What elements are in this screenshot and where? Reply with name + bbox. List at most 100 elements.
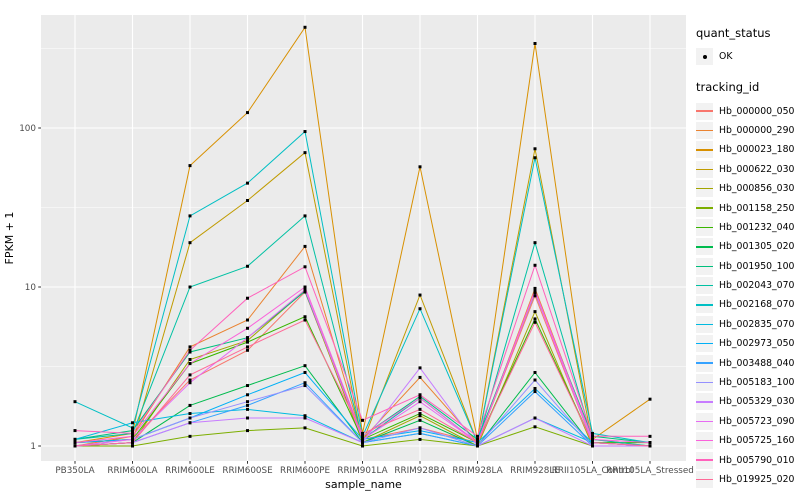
- data-point: [533, 425, 537, 429]
- legend-item-Hb_003488_040[interactable]: Hb_003488_040: [696, 353, 800, 372]
- legend-item-Hb_019925_020[interactable]: Hb_019925_020: [696, 470, 800, 489]
- y-tick-label: 10: [25, 283, 37, 293]
- legend-key-line-icon: [696, 160, 713, 178]
- data-point: [131, 434, 134, 438]
- legend-item-Hb_002835_070[interactable]: Hb_002835_070: [696, 315, 800, 334]
- legend-label: Hb_003488_040: [719, 357, 795, 369]
- data-point: [303, 416, 307, 420]
- data-point: [188, 362, 192, 366]
- data-point: [188, 350, 192, 354]
- data-point: [303, 370, 307, 374]
- data-point: [476, 437, 479, 441]
- legend-item-Hb_002043_070[interactable]: Hb_002043_070: [696, 276, 800, 295]
- data-point: [188, 381, 192, 385]
- legend-key-line-icon: [696, 393, 713, 411]
- legend-key-line-icon: [696, 257, 713, 275]
- data-point: [246, 264, 249, 268]
- legend-label: Hb_000000_290: [719, 124, 795, 136]
- legend-item-Hb_000000_290[interactable]: Hb_000000_290: [696, 121, 800, 140]
- x-tick-label: RRIM928LA: [452, 466, 502, 476]
- legend-label: Hb_005725_160: [719, 435, 795, 447]
- data-point: [418, 418, 422, 422]
- legend-label: Hb_000023_180: [719, 144, 795, 156]
- data-point: [418, 431, 422, 435]
- data-points: [73, 25, 652, 448]
- data-point: [591, 434, 594, 438]
- legend-label: Hb_000000_050: [719, 105, 795, 117]
- data-point: [131, 426, 134, 430]
- legend-label: Hb_002835_070: [719, 318, 795, 330]
- legend-item-Hb_005329_030[interactable]: Hb_005329_030: [696, 392, 800, 411]
- data-point: [303, 244, 307, 248]
- legend-label: Hb_001158_250: [719, 202, 795, 214]
- y-tick-label: 1: [30, 442, 36, 452]
- x-tick-label: RRII105LA_Control: [552, 466, 634, 476]
- data-point: [418, 165, 422, 169]
- legend-key-line-icon: [696, 335, 713, 353]
- legend-item-Hb_002168_070[interactable]: Hb_002168_070: [696, 295, 800, 314]
- data-point: [303, 414, 307, 418]
- x-tick-label: PB350LA: [55, 466, 94, 476]
- data-point: [303, 265, 307, 269]
- legend-item-Hb_001158_250[interactable]: Hb_001158_250: [696, 198, 800, 217]
- data-point: [418, 414, 422, 418]
- data-point: [533, 241, 537, 245]
- legend-label: Hb_002168_070: [719, 299, 795, 311]
- legend-item-Hb_000622_030[interactable]: Hb_000622_030: [696, 160, 800, 179]
- legend-item-Hb_005725_160[interactable]: Hb_005725_160: [696, 431, 800, 450]
- data-point: [303, 25, 307, 29]
- legend-item-Hb_000000_050[interactable]: Hb_000000_050: [696, 101, 800, 120]
- x-tick-label: RRII105LA_Stressed: [606, 466, 694, 476]
- legend-item-Hb_001232_040[interactable]: Hb_001232_040: [696, 218, 800, 237]
- data-point: [188, 434, 192, 438]
- data-point: [418, 407, 422, 411]
- legend-title-tracking-id: tracking_id: [696, 80, 760, 95]
- data-point: [361, 437, 364, 441]
- legend-label: Hb_000856_030: [719, 183, 795, 195]
- data-point: [188, 164, 192, 168]
- data-point: [533, 390, 537, 394]
- legend-item-Hb_001950_100[interactable]: Hb_001950_100: [696, 257, 800, 276]
- legend-item-Hb_002973_050[interactable]: Hb_002973_050: [696, 334, 800, 353]
- legend-label: Hb_005183_100: [719, 377, 795, 389]
- y-tick-label: 100: [19, 124, 36, 134]
- data-point: [73, 429, 77, 433]
- data-point: [418, 429, 422, 433]
- data-point: [591, 431, 594, 435]
- data-point: [246, 400, 249, 404]
- legend-item-ok[interactable]: OK: [696, 47, 800, 66]
- legend-label: Hb_005723_090: [719, 415, 795, 427]
- data-point: [648, 441, 652, 445]
- ok-point-marker-icon: [696, 48, 713, 66]
- data-point: [188, 345, 192, 349]
- x-tick-label: RRIM600LA: [107, 466, 157, 476]
- data-point: [246, 318, 249, 322]
- legend-item-Hb_005183_100[interactable]: Hb_005183_100: [696, 373, 800, 392]
- data-point: [246, 296, 249, 300]
- x-tick-label: RRIM600LE: [165, 466, 215, 476]
- legend-item-Hb_005790_010[interactable]: Hb_005790_010: [696, 450, 800, 469]
- data-point: [246, 111, 249, 115]
- data-point: [533, 378, 537, 382]
- legend-key-line-icon: [696, 296, 713, 314]
- x-tick-label: RRIM600PE: [280, 466, 330, 476]
- data-point: [476, 444, 479, 448]
- data-point: [303, 285, 307, 289]
- legend-item-Hb_005723_090[interactable]: Hb_005723_090: [696, 412, 800, 431]
- legend-item-Hb_001305_020[interactable]: Hb_001305_020: [696, 237, 800, 256]
- gridlines: [41, 15, 686, 461]
- legend-item-Hb_000023_180[interactable]: Hb_000023_180: [696, 140, 800, 159]
- axes: 1 10 100 PB350LA RRIM600LA RRIM600LE RRIM600SE…: [3, 124, 694, 491]
- legend-label: Hb_000622_030: [719, 163, 795, 175]
- data-point: [533, 320, 537, 324]
- legend-item-Hb_000856_030[interactable]: Hb_000856_030: [696, 179, 800, 198]
- data-point: [303, 151, 307, 155]
- legend-label: Hb_001232_040: [719, 221, 795, 233]
- data-point: [73, 437, 77, 441]
- data-point: [246, 345, 249, 349]
- data-point: [188, 285, 192, 289]
- data-point: [476, 434, 479, 438]
- data-point: [188, 378, 192, 382]
- data-point: [303, 381, 307, 385]
